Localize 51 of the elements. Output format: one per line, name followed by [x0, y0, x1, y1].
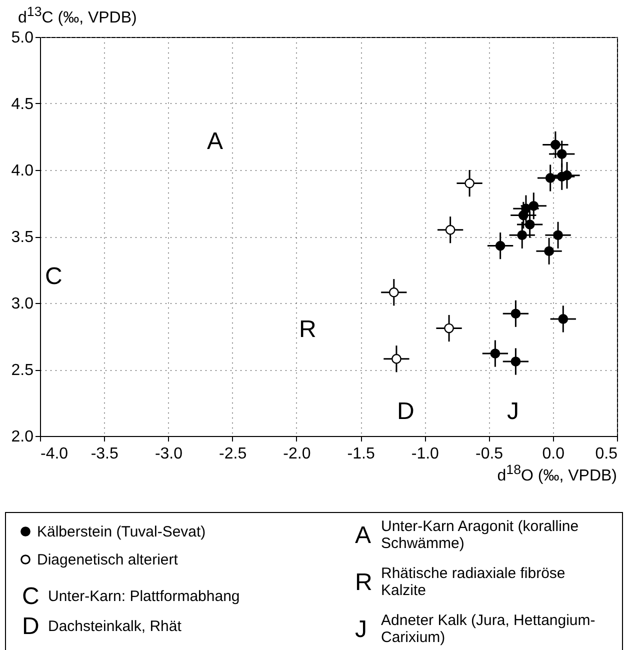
- x-tick-label: -3.5: [90, 446, 118, 462]
- y-tick-label: 4.5: [11, 96, 34, 113]
- y-tick-label: 3.0: [11, 296, 34, 312]
- y-axis-title: d$^{13}$C (‰, VPDB): [18, 4, 137, 28]
- point: [556, 149, 567, 159]
- y-tick-label: 3.5: [11, 229, 34, 246]
- point: [464, 178, 474, 188]
- point: [445, 224, 456, 235]
- point: [553, 230, 563, 240]
- point: [528, 200, 539, 211]
- annotation: R: [299, 316, 316, 344]
- x-tick-label: -1.5: [347, 446, 375, 462]
- point: [544, 246, 554, 256]
- point: [562, 170, 572, 180]
- text: C Unter-Karn: Plattformabhang: [22, 583, 240, 610]
- point: [444, 323, 454, 334]
- x-tick-label: -0.5: [475, 446, 504, 462]
- point: [495, 240, 506, 251]
- x-axis-title: d$^{18}$O (‰, VPDB): [497, 462, 617, 486]
- x-tick-label: -2.5: [219, 446, 247, 462]
- x-tick-label: 0.5: [595, 446, 618, 462]
- text: A Unter-Karn Aragonit (koralline Schwämme): [355, 518, 580, 552]
- x-tick-label: 0.0: [542, 446, 565, 462]
- y-tick-label: 2.5: [11, 362, 34, 379]
- annotation: J: [507, 398, 519, 426]
- x-tick-label: -3.0: [154, 446, 183, 462]
- point: [388, 287, 399, 298]
- annotation: A: [207, 128, 224, 156]
- y-tick-label: 2.0: [11, 428, 34, 446]
- point: [392, 354, 402, 364]
- point: [545, 173, 556, 183]
- annotation: D: [397, 398, 414, 426]
- legend-label: Kälberstein (Tuval-Sevat): [37, 524, 206, 540]
- point: [517, 230, 528, 240]
- point: [518, 210, 528, 220]
- point: [524, 220, 535, 230]
- x-tick-label: -4.0: [40, 446, 68, 462]
- annotation: C: [45, 263, 62, 291]
- y-tick-label: 5.0: [11, 30, 34, 46]
- point: [558, 314, 568, 324]
- text: R Rhätische radiaxiale fibröse Kalzite: [355, 565, 566, 599]
- point: [510, 356, 521, 366]
- x-tick-label: -1.0: [411, 446, 440, 462]
- legend-label: Diagenetisch alteriert: [37, 552, 179, 568]
- point: [510, 308, 521, 319]
- x-tick-label: -2.0: [283, 446, 311, 462]
- text: D Dachsteinkalk, Rhät: [22, 613, 182, 640]
- text: J Adneter Kalk (Jura, Hettangium-Carixium): [355, 612, 596, 646]
- point: [490, 348, 500, 358]
- point: [550, 140, 560, 150]
- y-tick-label: 4.0: [11, 162, 34, 180]
